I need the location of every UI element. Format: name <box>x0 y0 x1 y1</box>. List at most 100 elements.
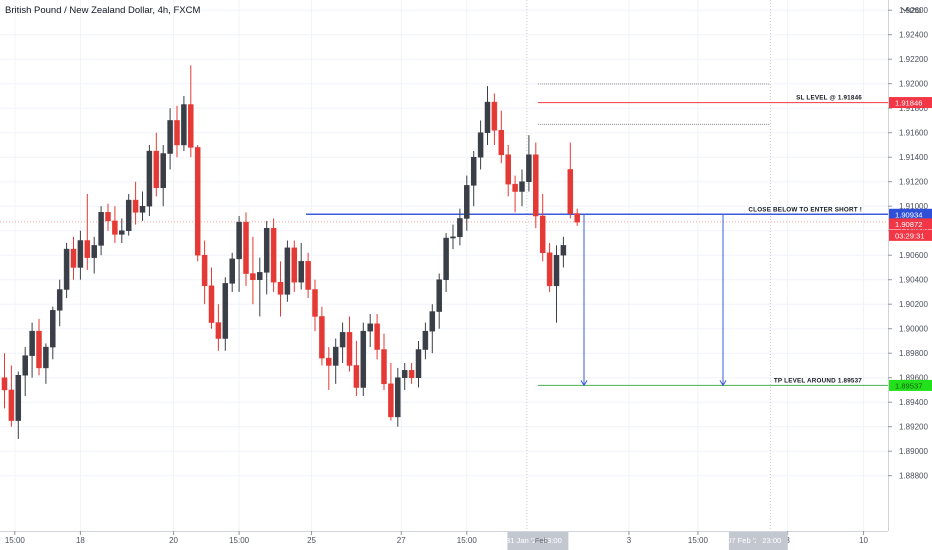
sl-price-badge-text: 1.91846 <box>895 99 922 108</box>
projection-arrow[interactable] <box>719 214 727 387</box>
candle-body-down <box>112 220 118 235</box>
time-badge-bg <box>536 532 569 550</box>
time-tick-label: 27 <box>397 536 406 545</box>
candle <box>194 144 201 262</box>
price-tick-label: 1.92400 <box>899 31 928 40</box>
time-badge-bg <box>728 532 761 550</box>
candle-body-down <box>498 130 505 155</box>
candle-body-down <box>374 323 380 350</box>
candle-body-down <box>153 150 160 189</box>
candlestick-series <box>1 65 580 439</box>
price-tick-label: 1.91800 <box>899 104 928 113</box>
candle-body-down <box>1 377 8 391</box>
candle-body-down <box>291 247 298 283</box>
entry-level-label: CLOSE BELOW TO ENTER SHORT ! <box>748 206 862 213</box>
candle <box>360 322 367 397</box>
candle-body-up <box>553 254 560 287</box>
candle-body-down <box>215 322 222 339</box>
candle <box>519 169 525 207</box>
currency-label: NZD <box>906 6 922 15</box>
candle-body-up <box>98 212 104 246</box>
current-price-badge: 1.90872 <box>889 218 932 230</box>
candle-body-down <box>312 289 318 317</box>
candle-body-down <box>305 261 311 290</box>
candle <box>284 240 291 302</box>
candle <box>436 273 442 329</box>
time-badge-text: 07 Feb '21 <box>727 536 763 545</box>
candle-body-down <box>574 213 580 223</box>
countdown-badge-text: 03:29:31 <box>895 231 925 240</box>
candle-body-up <box>367 323 373 332</box>
candle <box>70 236 77 280</box>
candle <box>450 224 456 250</box>
time-tick-label: 3 <box>627 536 632 545</box>
price-axis[interactable]: 1.92600 1.92400 1.92200 1.92000 1.91800 1.916… <box>888 0 932 550</box>
candle-body-up <box>77 240 84 268</box>
current-price-badge-text: 1.90872 <box>895 220 922 229</box>
future-zone <box>526 0 771 531</box>
candle <box>215 304 222 351</box>
arrow-head <box>719 380 727 387</box>
time-axis[interactable]: 15:00 18 20 15:00 25 27 15:00 3 15:00 8 10 <box>0 531 888 550</box>
price-tick-label: 1.91200 <box>899 178 928 187</box>
time-badge: 23:00 <box>536 532 569 550</box>
candle-body-up <box>477 132 484 158</box>
candle <box>243 212 249 286</box>
price-tick-label: 1.92200 <box>899 55 928 64</box>
candle-body-up <box>91 245 97 258</box>
candle <box>125 193 132 236</box>
candle-body-up <box>443 237 449 280</box>
candle-body-down <box>132 199 139 213</box>
candle-body-up <box>422 330 429 350</box>
candle <box>353 340 360 397</box>
candle <box>160 144 166 207</box>
candle <box>236 216 242 292</box>
candle-body-down <box>250 273 256 280</box>
price-tick-label: 1.91400 <box>899 153 928 162</box>
candle-body-down <box>188 104 194 148</box>
entry-price-badge-text: 1.90934 <box>895 210 922 219</box>
time-badge-text: 31 Jan '21 <box>506 536 541 545</box>
candle-body-up <box>401 370 408 378</box>
candle-body-up <box>181 104 187 146</box>
candle-body-down <box>546 252 553 287</box>
candle <box>84 193 91 270</box>
candle-body-up <box>395 377 401 418</box>
candle-body-down <box>408 370 415 378</box>
candle-body-up <box>257 272 263 280</box>
time-badge-bg <box>755 532 788 550</box>
candle-body-down <box>326 357 332 366</box>
candle <box>388 363 394 421</box>
candle <box>181 95 187 152</box>
candle-body-down <box>491 101 498 131</box>
time-badge-text: 23:00 <box>543 536 562 545</box>
candle-body-up <box>125 199 132 231</box>
candle <box>201 240 208 305</box>
price-levels[interactable] <box>0 102 888 386</box>
price-tick-label: 1.91600 <box>899 129 928 138</box>
chevron-down-icon[interactable] <box>901 7 909 12</box>
symbol-title[interactable]: British Pound / New Zealand Dollar, 4h, … <box>5 5 201 16</box>
price-tick-label: 1.88800 <box>899 472 928 481</box>
projection-arrows[interactable] <box>580 214 727 387</box>
candle-body-up <box>63 248 70 290</box>
projection-arrow[interactable] <box>580 214 588 387</box>
candle <box>491 93 498 145</box>
level-labels: SL LEVEL @ 1.91846 CLOSE BELOW TO ENTER S… <box>748 95 862 385</box>
candle-body-up <box>160 153 166 189</box>
candle <box>36 318 42 376</box>
candle-body-up <box>229 258 235 284</box>
candle-body-up <box>415 349 422 378</box>
candle <box>1 353 8 409</box>
candle <box>98 206 104 256</box>
candle <box>546 242 553 292</box>
candle <box>457 208 463 246</box>
candle-body-up <box>298 261 304 283</box>
candle <box>512 175 518 213</box>
countdown-badge-bg <box>889 229 932 241</box>
candle-body-up <box>146 150 153 207</box>
candle <box>250 236 256 305</box>
candle-body-up <box>167 120 173 154</box>
